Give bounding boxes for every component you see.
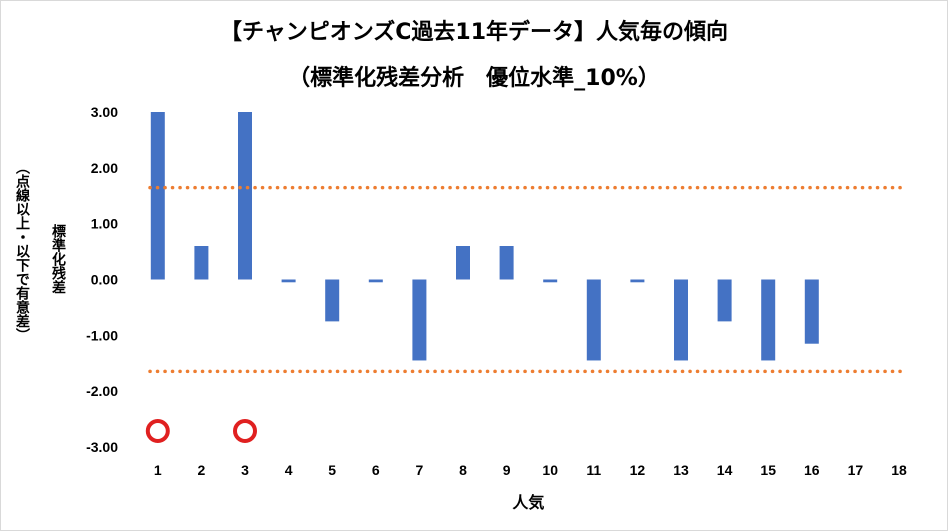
y-tick-label: 0.00 [91,272,118,288]
bar [674,279,688,361]
x-tick-label: 7 [416,462,424,478]
y-tick-label: 2.00 [91,160,118,176]
x-tick-label: 3 [241,462,249,478]
x-tick-label: 5 [328,462,336,478]
chart-subtitle: （標準化残差分析 優位水準_10%） [288,66,660,91]
x-tick-label: 17 [848,462,864,478]
bar [630,279,645,283]
x-tick-label: 6 [372,462,380,478]
significance-marker [145,419,170,443]
significance-marker [233,419,257,443]
x-axis-label: 人気 [512,493,544,512]
chart-title: 【チャンピオンズC過去11年データ】人気毎の傾向 [219,20,729,45]
x-tick-label: 4 [285,462,293,478]
x-tick-label: 14 [717,462,733,478]
y-tick-label: -2.00 [86,383,118,399]
y-tick-label: -1.00 [86,327,118,343]
x-tick-label: 12 [630,462,646,478]
x-tick-label: 10 [542,462,558,478]
bar [717,279,732,322]
x-tick-label: 8 [459,462,467,478]
x-tick-label: 13 [673,462,689,478]
bar [456,246,470,280]
bar [194,246,209,280]
y-tick-label: 1.00 [91,216,118,232]
y-axis-note: （点線以上・以下で有意差） [14,160,30,342]
y-axis-label: 標準化残差 [50,224,66,294]
x-tick-label: 18 [891,462,907,478]
x-tick-label: 1 [154,462,162,478]
x-tick-label: 11 [586,462,601,478]
bar [586,279,601,361]
bar [543,279,558,283]
bar [499,246,514,280]
bar [412,279,427,361]
x-tick-label: 2 [198,462,206,478]
bar [150,112,165,280]
y-tick-label: -3.00 [86,439,118,455]
x-tick-label: 15 [760,462,776,478]
bar [804,279,819,344]
bar [238,112,252,280]
bar [761,279,776,361]
x-tick-label: 16 [804,462,820,478]
bar [325,279,340,322]
bar [368,279,383,283]
x-tick-label: 9 [503,462,511,478]
bar [281,279,296,283]
y-tick-label: 3.00 [91,104,118,120]
